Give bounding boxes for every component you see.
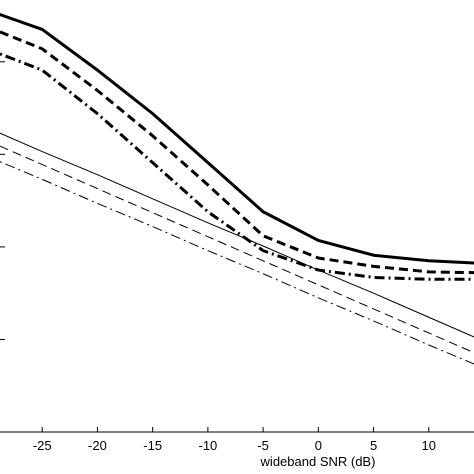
plot-frame <box>0 431 474 433</box>
series-line <box>0 161 474 365</box>
x-tick-label: -25 <box>33 438 52 453</box>
x-axis-label: wideband SNR (dB) <box>260 454 376 469</box>
x-tick-label: -20 <box>88 438 107 453</box>
series-line <box>0 30 474 275</box>
x-tick-label: -5 <box>257 438 269 453</box>
x-tick-label: 5 <box>370 438 377 453</box>
x-tick-label: 0 <box>315 438 322 453</box>
series-line <box>0 52 474 281</box>
series-line <box>0 12 474 265</box>
series-line <box>0 145 474 354</box>
x-tick-label: -10 <box>198 438 217 453</box>
series-line <box>0 132 474 338</box>
x-tick-label: -15 <box>143 438 162 453</box>
x-tick-label: 10 <box>422 438 436 453</box>
